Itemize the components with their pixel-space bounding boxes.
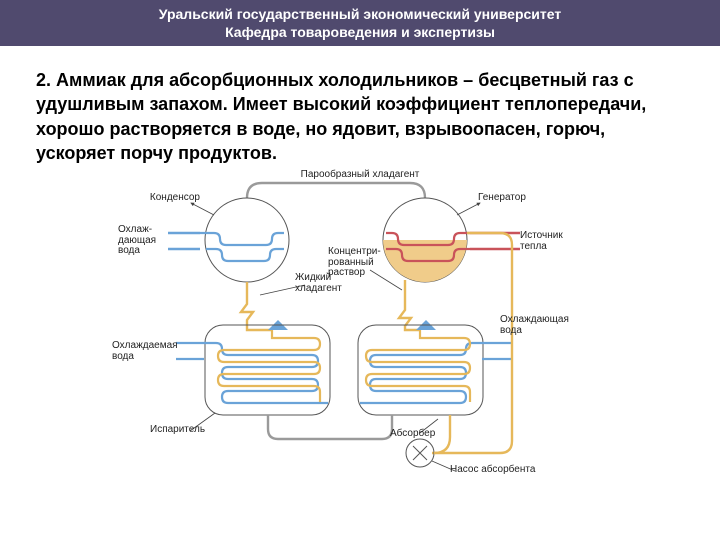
lbl-evaporator: Испаритель [150,425,220,436]
slide-header: Уральский государственный экономический … [0,0,720,46]
pipe-concentrated [399,280,420,330]
condenser-vessel [205,198,289,282]
lead-generator [457,203,480,215]
lbl-vapor: Парообразный хладагент [290,170,430,181]
pipe-vapor [247,183,425,198]
lbl-cooling-left: Охлаж­дающая вода [118,225,168,257]
pipe-evap-to-absorber [268,415,392,439]
header-line2: Кафедра товароведения и экспертизы [10,24,710,40]
lbl-pump: Насос абсорбента [450,465,560,476]
lbl-absorber: Абсорбер [390,429,450,440]
body-paragraph: 2. Аммиак для абсорбционных холодильнико… [0,46,720,175]
lead-condenser [191,203,214,215]
lbl-cooled: Охлаждаемая вода [112,341,182,362]
lbl-condenser: Конденсор [140,193,200,204]
pipe-liquid-refrigerant [241,282,272,330]
lbl-heat: Источник тепла [520,231,580,252]
lbl-generator: Генератор [478,193,538,204]
lbl-cooling-right: Охлаждающая вода [500,315,580,336]
lbl-conc: Концентри­рованный раствор [328,247,398,279]
condenser-coil [200,233,284,261]
absorption-cycle-diagram: Парообразный хладагент Конденсор Охлаж­д… [0,175,720,485]
header-line1: Уральский государственный экономический … [10,6,710,22]
pump-blades [413,446,427,460]
